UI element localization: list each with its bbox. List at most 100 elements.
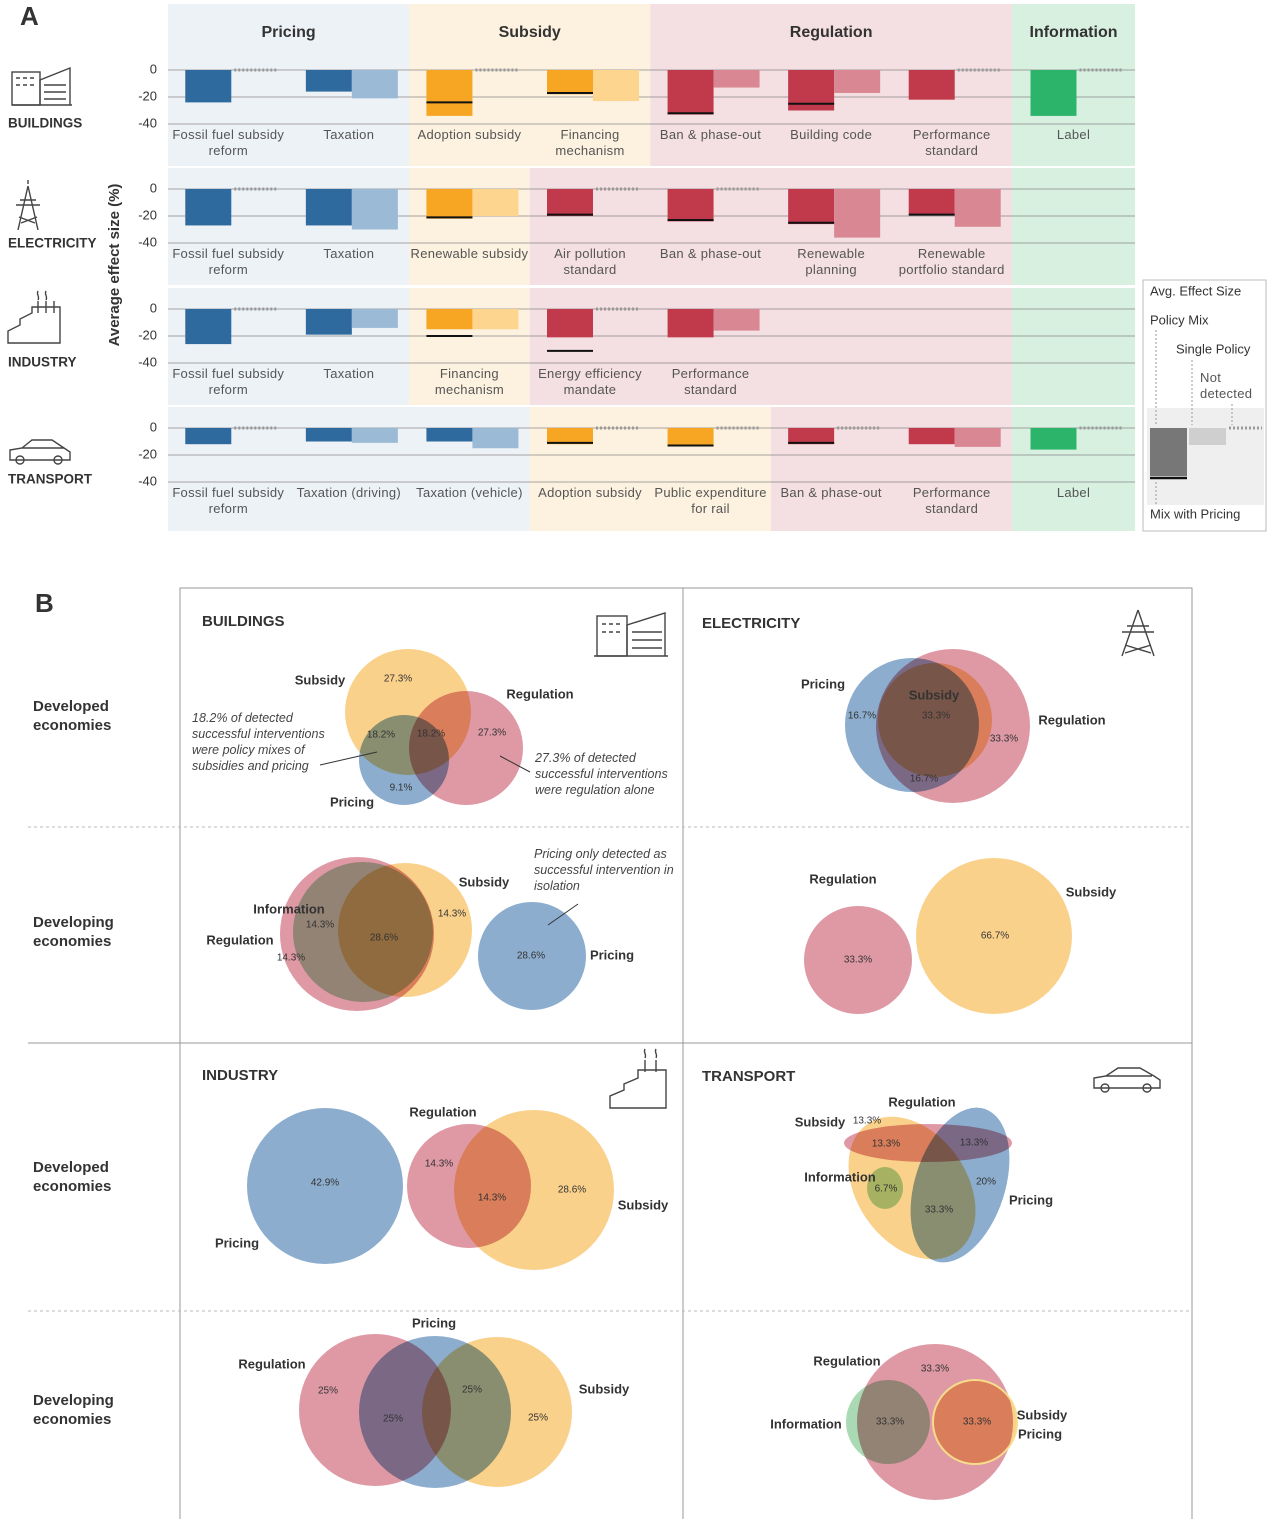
set-label: Pricing	[801, 676, 845, 691]
group-background	[168, 288, 410, 405]
legend-label: Not detected	[1200, 370, 1253, 401]
leader-line	[499, 755, 531, 773]
bar-policy-mix	[426, 428, 473, 442]
group-header: Subsidy	[499, 24, 561, 41]
bar-policy-mix	[667, 189, 714, 222]
x-tick-label: Fossil fuel subsidy reform	[172, 366, 285, 397]
x-tick-label: Performance standard	[912, 127, 991, 158]
sector-title: TRANSPORT	[702, 1068, 795, 1085]
set-label: Subsidy	[1017, 1407, 1068, 1422]
venn-set	[844, 1124, 1012, 1162]
icon-electricity	[16, 180, 40, 231]
x-tick-label: Financing mechanism	[434, 366, 504, 397]
bar-policy-mix	[305, 309, 352, 335]
bar-single-policy	[713, 309, 760, 331]
region-label: 20%	[976, 1177, 996, 1188]
bar-policy-mix	[547, 70, 593, 95]
region-label: 27.3%	[478, 728, 506, 739]
legend-single	[1189, 428, 1226, 445]
region-label: 14.3%	[277, 953, 305, 964]
bar-policy-mix	[185, 309, 232, 345]
x-tick-label: Taxation	[323, 246, 375, 261]
bar-policy-mix	[1030, 70, 1077, 116]
region-label: 33.3%	[921, 1364, 949, 1375]
region-label: 28.6%	[517, 951, 545, 962]
bar-single-policy	[472, 189, 519, 216]
bar-policy-mix	[185, 428, 232, 445]
row-label: Developed economies	[33, 1159, 112, 1195]
set-label: Regulation	[409, 1104, 476, 1119]
marks	[185, 68, 1122, 450]
x-tick-label: Ban & phase-out	[659, 127, 762, 142]
group-background	[1012, 407, 1135, 531]
y-tick-label: -20	[138, 446, 157, 461]
y-tick-label: -20	[138, 88, 157, 103]
bar-policy-mix	[788, 189, 835, 225]
venn-set	[345, 649, 471, 775]
group-header: Regulation	[790, 24, 873, 41]
icon-car	[9, 439, 71, 465]
x-tick-label: Renewable portfolio standard	[898, 246, 1005, 277]
set-label: Subsidy	[618, 1197, 669, 1212]
bar-policy-mix	[185, 70, 232, 103]
y-tick-label: -40	[138, 473, 157, 488]
region-label: 13.3%	[872, 1139, 900, 1150]
bar-single-policy	[472, 428, 519, 449]
legend-mix	[1150, 428, 1187, 476]
bar-single-policy	[472, 309, 519, 330]
set-label: Subsidy	[459, 874, 510, 889]
legend-label: Mix with Pricing	[1150, 506, 1240, 521]
set-label: Pricing	[330, 794, 374, 809]
y-tick-label: -40	[138, 234, 157, 249]
venn-set	[454, 1110, 614, 1270]
icon-buildings	[11, 66, 72, 106]
group-background	[529, 288, 1012, 405]
x-tick-label: Adoption subsidy	[417, 127, 522, 142]
venn-diagrams: BUILDINGS Subsidy Regulation Pricing 27.3% 18…	[202, 613, 1117, 1500]
bar-policy-mix	[547, 428, 593, 445]
icon-car	[1093, 1067, 1161, 1093]
set-label: Information	[804, 1169, 876, 1184]
venn-set	[846, 1380, 930, 1464]
region-label: 27.3%	[384, 674, 412, 685]
region-label: 33.3%	[963, 1417, 991, 1428]
backgrounds	[168, 4, 1135, 531]
region-label: 25%	[462, 1385, 482, 1396]
region-label: 13.3%	[960, 1138, 988, 1149]
x-tick-label: Taxation (vehicle)	[416, 485, 523, 500]
region-label: 33.3%	[844, 955, 872, 966]
panel-b-frame	[28, 587, 1193, 1519]
bar-single-policy	[351, 428, 398, 443]
region-label: 18.2%	[417, 729, 445, 740]
venn-set	[478, 902, 586, 1010]
legend-label: Policy Mix	[1150, 312, 1209, 327]
set-label: Subsidy	[909, 687, 960, 702]
sector-title: BUILDINGS	[202, 613, 285, 630]
legend-title: Avg. Effect Size	[1150, 283, 1241, 298]
y-tick-label: 0	[150, 300, 157, 315]
group-background	[529, 168, 1012, 285]
x-tick-label: Energy efficiency mandate	[538, 366, 642, 397]
venn-set	[422, 1337, 572, 1487]
x-tick-label: Label	[1056, 485, 1091, 500]
region-label: 25%	[318, 1386, 338, 1397]
bar-single-policy	[954, 189, 1001, 227]
bar-policy-mix	[667, 309, 714, 338]
bar-single-policy	[834, 70, 881, 93]
venn-set	[933, 1380, 1017, 1464]
set-label: Regulation	[238, 1356, 305, 1371]
group-background	[1012, 288, 1135, 405]
icon-buildings	[594, 612, 668, 657]
sector-label: INDUSTRY	[8, 355, 77, 370]
y-tick-label: 0	[150, 180, 157, 195]
x-tick-label: Building code	[790, 127, 873, 142]
set-label: Regulation	[506, 686, 573, 701]
icon-electricity	[1121, 609, 1155, 657]
bar-policy-mix	[1030, 428, 1077, 450]
bar-policy-mix	[547, 309, 593, 338]
set-label: Regulation	[1038, 712, 1105, 727]
x-tick-label: Taxation (driving)	[296, 485, 402, 500]
y-tick-label: -40	[138, 354, 157, 369]
panel-label: A	[20, 1, 39, 31]
